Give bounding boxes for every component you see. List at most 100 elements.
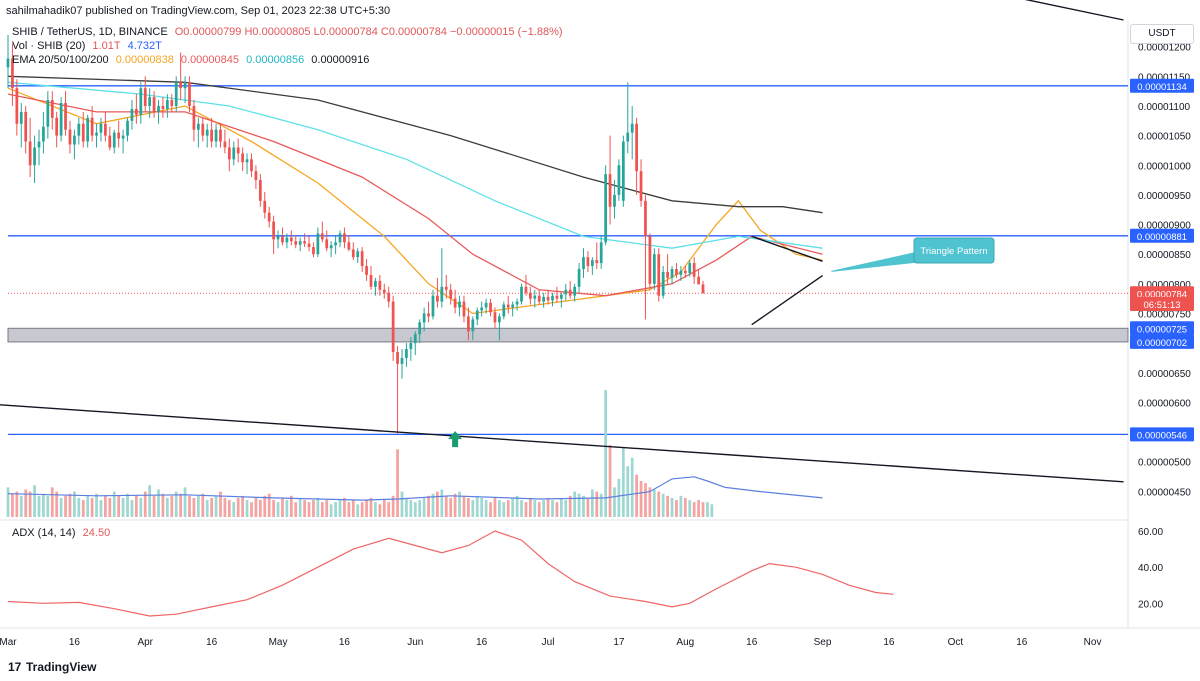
candle-body bbox=[644, 200, 647, 237]
volume-bar bbox=[219, 491, 222, 517]
candle-body bbox=[73, 135, 76, 145]
candle-body bbox=[254, 171, 258, 181]
candle-body bbox=[334, 242, 337, 246]
candle-body bbox=[33, 147, 36, 166]
trendline bbox=[1024, 0, 1124, 21]
candle-body bbox=[675, 269, 678, 275]
price-label: 0.00000546 bbox=[1137, 430, 1187, 441]
candle-body bbox=[312, 247, 315, 255]
candle-body bbox=[378, 280, 382, 290]
candle-body bbox=[475, 310, 479, 320]
volume-bar bbox=[188, 495, 191, 517]
volume-bar bbox=[413, 502, 417, 517]
volume-bar bbox=[263, 495, 267, 517]
volume-bar bbox=[475, 495, 479, 517]
volume-bar bbox=[692, 502, 696, 517]
price-tick-label: 0.00000650 bbox=[1138, 369, 1191, 380]
volume-bar bbox=[289, 495, 293, 517]
candle-body bbox=[489, 302, 492, 313]
tradingview-logo[interactable]: 17 TradingView bbox=[8, 660, 96, 674]
candle-body bbox=[577, 269, 581, 287]
candle-body bbox=[520, 286, 523, 302]
candle-body bbox=[613, 194, 616, 207]
volume-bar bbox=[241, 495, 244, 517]
candle-body bbox=[387, 292, 391, 302]
candle-body bbox=[427, 313, 430, 317]
volume-bar bbox=[104, 495, 107, 517]
price-label-box bbox=[1130, 78, 1194, 93]
candle-body bbox=[276, 236, 280, 240]
volume-bar bbox=[135, 495, 138, 517]
time-tick-label: Oct bbox=[948, 637, 964, 648]
candle-body bbox=[130, 108, 134, 121]
volume-bar bbox=[28, 491, 32, 517]
time-tick-label: 16 bbox=[746, 637, 758, 648]
candle-body bbox=[418, 322, 422, 335]
volume-ma-line bbox=[7, 476, 823, 501]
candle-body bbox=[511, 304, 515, 308]
price-tick-label: 0.00000900 bbox=[1138, 221, 1191, 232]
ema200-value: 0.00000916 bbox=[311, 54, 370, 66]
ema50-value: 0.00000845 bbox=[180, 54, 240, 66]
volume-bar bbox=[11, 493, 14, 517]
price-label: 06:51:13 bbox=[1144, 300, 1181, 311]
candle-body bbox=[258, 180, 262, 201]
candle-body bbox=[369, 274, 373, 287]
volume-bar bbox=[334, 502, 337, 517]
volume-bar bbox=[635, 474, 638, 517]
candle-body bbox=[343, 233, 346, 243]
candle-body bbox=[436, 295, 439, 302]
time-tick-label: 16 bbox=[476, 637, 488, 648]
volume-bar bbox=[391, 495, 395, 517]
candle-body bbox=[214, 129, 218, 142]
currency-button[interactable]: USDT bbox=[1130, 24, 1194, 44]
volume-bar bbox=[595, 491, 599, 517]
price-tick-label: 0.00000750 bbox=[1138, 309, 1191, 320]
volume-bar bbox=[303, 500, 306, 517]
candle-body bbox=[157, 105, 160, 112]
volume-bar bbox=[276, 502, 280, 517]
candle-body bbox=[657, 254, 661, 296]
candle-body bbox=[232, 147, 236, 160]
volume-bar bbox=[254, 497, 258, 517]
volume-bar bbox=[400, 491, 404, 517]
volume-bar bbox=[139, 497, 143, 517]
candle-body bbox=[196, 123, 200, 130]
candle-body bbox=[413, 334, 417, 344]
volume-bar bbox=[250, 502, 253, 517]
candle-body bbox=[68, 129, 72, 145]
price-label: 0.00001134 bbox=[1137, 82, 1187, 93]
volume-bar bbox=[86, 495, 90, 517]
candle-body bbox=[374, 280, 377, 287]
candle-body bbox=[298, 241, 302, 245]
candle-body bbox=[28, 141, 32, 166]
candle-body bbox=[294, 241, 298, 245]
candle-body bbox=[90, 117, 94, 136]
candle-body bbox=[604, 174, 608, 243]
adx-value: 24.50 bbox=[82, 527, 111, 539]
volume-bar bbox=[648, 487, 652, 517]
volume-bar bbox=[577, 493, 581, 517]
volume-bar bbox=[201, 493, 205, 517]
volume-bar bbox=[214, 495, 218, 517]
volume-bar bbox=[582, 495, 585, 517]
time-tick-label: Sep bbox=[814, 637, 832, 648]
volume-bar bbox=[46, 495, 50, 517]
volume-bar bbox=[148, 485, 152, 517]
price-tick-label: 0.00000450 bbox=[1138, 487, 1191, 498]
candle-body bbox=[143, 88, 147, 106]
volume-bar bbox=[312, 500, 315, 517]
candle-body bbox=[683, 270, 687, 274]
adx-tick-label: 40.00 bbox=[1138, 563, 1163, 574]
volume-bar bbox=[515, 495, 519, 517]
volume-bar bbox=[568, 495, 572, 517]
candle-body bbox=[533, 295, 537, 299]
candle-body bbox=[267, 212, 271, 222]
volume-bar bbox=[630, 457, 634, 517]
volume-bar bbox=[316, 497, 320, 517]
volume-bar bbox=[422, 497, 426, 517]
candle-body bbox=[498, 316, 501, 323]
ema100-value: 0.00000856 bbox=[246, 54, 305, 66]
volume-bar bbox=[108, 497, 112, 517]
price-tick-label: 0.00000850 bbox=[1138, 250, 1191, 261]
